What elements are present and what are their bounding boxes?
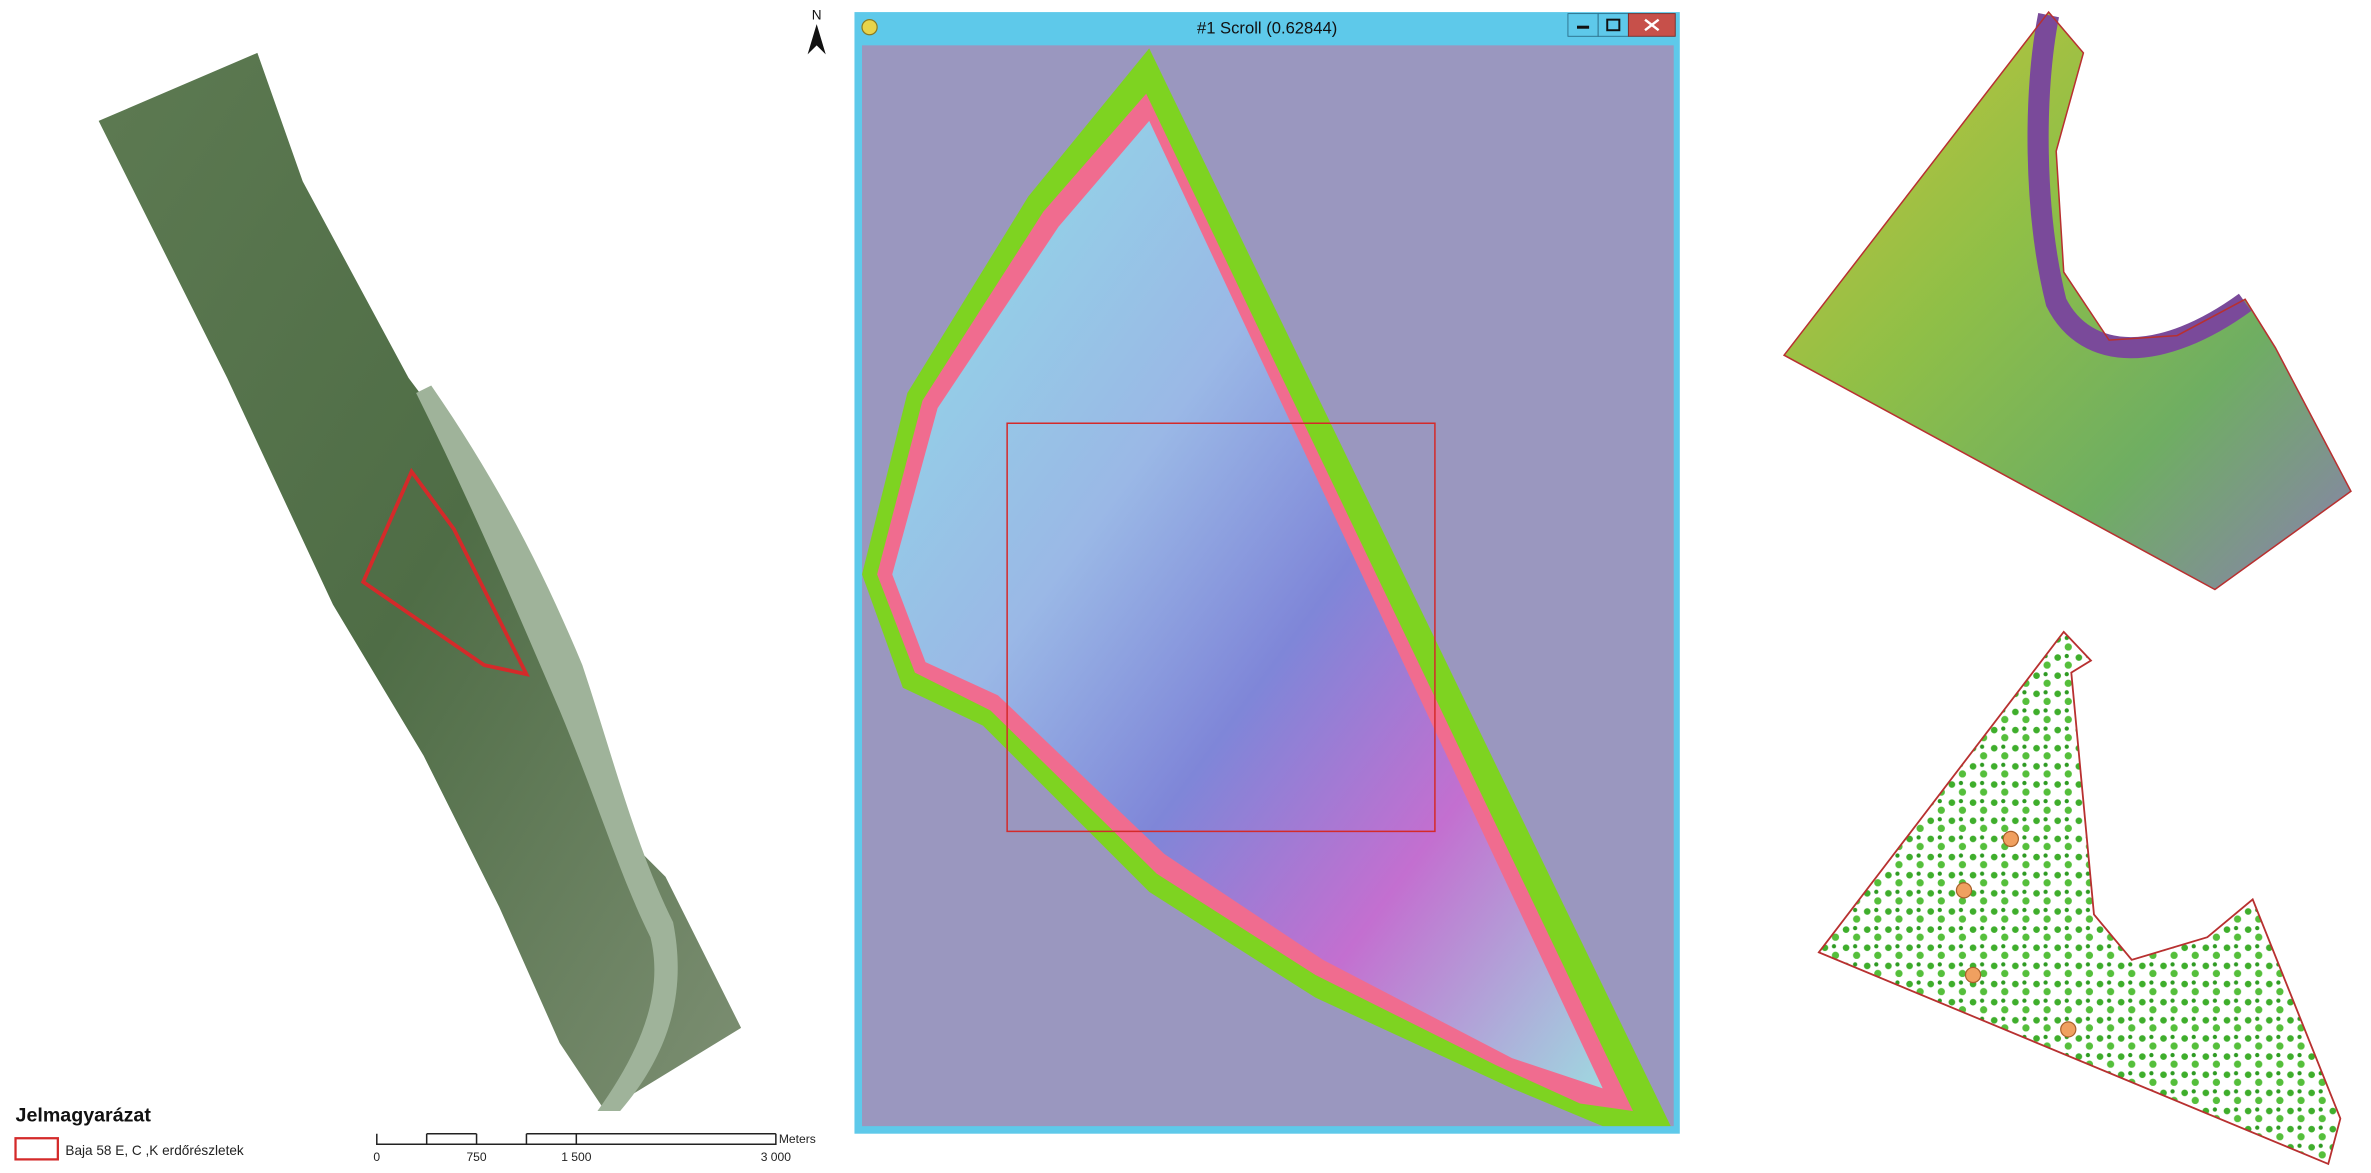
sample-plot — [1965, 967, 1980, 982]
sample-plot — [2061, 1022, 2076, 1037]
minimize-glyph — [1577, 26, 1589, 29]
satellite-strip — [99, 53, 741, 1111]
sample-plot — [2003, 831, 2018, 846]
scale-bar — [377, 1134, 776, 1145]
legend-item: Baja 58 E, C ,K erdőrészletek — [65, 1143, 244, 1158]
window-title: #1 Scroll (0.62844) — [1197, 18, 1337, 37]
scale-bar-ticks — [377, 1134, 776, 1145]
window-controls — [1568, 14, 1675, 37]
figure: Jelmagyarázat Baja 58 E, C ,K erdőrészle… — [0, 0, 2371, 1173]
scale-label: 3 000 — [761, 1150, 792, 1164]
window-icon — [862, 20, 877, 35]
legend-title: Jelmagyarázat — [16, 1105, 152, 1127]
north-arrow — [808, 24, 826, 54]
page: {"left_map": {"north_arrow": "N", "legen… — [0, 0, 2371, 1173]
tree-crown-map — [1819, 632, 2341, 1164]
legend-swatch — [16, 1138, 58, 1159]
minimize-button[interactable] — [1568, 14, 1598, 37]
scale-label: 1 500 — [561, 1150, 592, 1164]
scale-label: 0 — [373, 1150, 380, 1164]
sample-plot — [1956, 883, 1971, 898]
elevation-model — [1784, 12, 2351, 589]
maximize-button[interactable] — [1598, 14, 1628, 37]
scale-unit: Meters — [779, 1132, 816, 1146]
north-label: N — [812, 8, 822, 23]
body: Jelmagyarázat Baja 58 E, C ,K erdőrészle… — [0, 0, 2371, 1173]
scale-label: 750 — [466, 1150, 486, 1164]
